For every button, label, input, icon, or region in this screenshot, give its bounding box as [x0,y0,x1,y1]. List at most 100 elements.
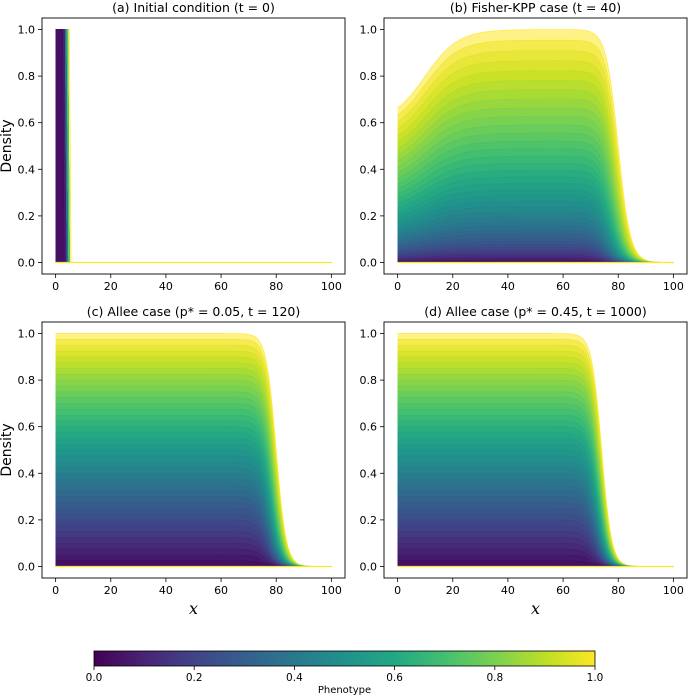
y-tick-label: 0.8 [18,70,36,83]
phenotype-line [397,169,674,263]
phenotype-area [55,29,332,263]
x-axis-title: x [189,599,198,618]
phenotype-line [55,449,332,567]
phenotype-line [55,379,332,567]
phenotype-line [55,29,332,263]
x-tick-label: 100 [321,584,342,597]
x-tick-label: 80 [269,280,283,293]
panel-title: (c) Allee case (p* = 0.05, t = 120) [87,304,300,319]
y-axis-title: Density [0,119,15,172]
phenotype-line [55,455,332,567]
y-tick-label: 1.0 [18,24,36,37]
phenotype-line [55,397,332,567]
axes-frame [41,17,346,275]
panel-title: (a) Initial condition (t = 0) [112,0,275,15]
phenotype-line [55,373,332,567]
phenotype-line [397,70,674,263]
phenotype-line [55,29,332,263]
phenotype-area [55,29,332,263]
x-tick-label: 80 [269,584,283,597]
y-tick-label: 0.0 [360,256,378,269]
phenotype-line [55,29,332,263]
phenotype-line [55,338,332,567]
axes-frame [383,321,688,579]
phenotype-line [397,189,674,263]
y-tick-label: 0.0 [18,256,36,269]
phenotype-area [55,29,332,263]
phenotype-line [397,89,674,263]
phenotype-area [55,29,332,263]
phenotype-area [55,29,332,263]
phenotype-area [55,29,332,263]
y-tick-label: 0.4 [18,163,36,176]
phenotype-line [55,29,332,263]
phenotype-area [55,29,332,263]
phenotype-line [397,124,674,263]
phenotype-line [397,98,674,263]
y-tick-label: 0.6 [18,421,36,434]
y-tick-label: 0.6 [18,117,36,130]
phenotype-line [55,350,332,567]
phenotype-line [55,29,332,263]
colorbar: 0.0 0.2 0.4 0.6 0.8 1.0 Phenotype [86,650,603,696]
phenotype-area [55,29,332,263]
phenotype-line [55,29,332,263]
phenotype-line [55,29,332,263]
phenotype-area [55,29,332,263]
phenotype-line [55,461,332,567]
phenotype-line [55,420,332,567]
phenotype-line [55,29,332,263]
phenotype-line [55,29,332,263]
x-tick-label: 0 [394,280,401,293]
x-tick-label: 20 [446,280,460,293]
x-tick-label: 40 [159,280,173,293]
phenotype-line [55,29,332,263]
phenotype-line [397,29,674,263]
phenotype-line [397,50,674,263]
y-tick-label: 0.2 [360,210,378,223]
colorbar-tick-label: 0.8 [486,672,503,684]
phenotype-area [55,29,332,263]
phenotype-line [55,29,332,263]
x-tick-label: 40 [501,280,515,293]
phenotype-line [55,29,332,263]
y-tick-label: 0.2 [18,210,36,223]
phenotype-line [397,60,674,263]
phenotype-line [55,29,332,263]
y-tick-label: 0.6 [360,421,378,434]
panel-d: (d) Allee case (p* = 0.45, t = 1000) 0 20 4… [360,304,688,618]
y-tick-label: 1.0 [360,24,378,37]
x-tick-label: 0 [52,584,59,597]
phenotype-area [55,29,332,263]
phenotype-area [55,29,332,263]
phenotype-line [397,176,674,263]
axes-frame [41,321,346,579]
phenotype-line [55,29,332,263]
phenotype-line [397,140,674,263]
phenotype-area [55,29,332,263]
x-tick-label: 0 [52,280,59,293]
phenotype-line [55,432,332,567]
phenotype-area [55,29,332,263]
phenotype-line [55,443,332,567]
panel-title: (d) Allee case (p* = 0.45, t = 1000) [424,304,647,319]
x-tick-label: 20 [446,584,460,597]
phenotype-area [55,560,332,567]
phenotype-line [55,29,332,263]
phenotype-area [55,29,332,263]
phenotype-area [55,29,332,263]
x-tick-label: 20 [104,584,118,597]
axes-frame [383,17,688,275]
phenotype-area [55,29,332,263]
phenotype-line [55,29,332,263]
colorbar-label: Phenotype [318,685,371,696]
phenotype-line [397,107,674,263]
phenotype-line [55,344,332,567]
phenotype-line [55,29,332,263]
phenotype-area [55,29,332,263]
phenotype-curves [55,29,332,263]
x-tick-label: 100 [321,280,342,293]
y-tick-label: 0.4 [360,163,378,176]
x-tick-label: 60 [214,280,228,293]
phenotype-line [55,29,332,263]
